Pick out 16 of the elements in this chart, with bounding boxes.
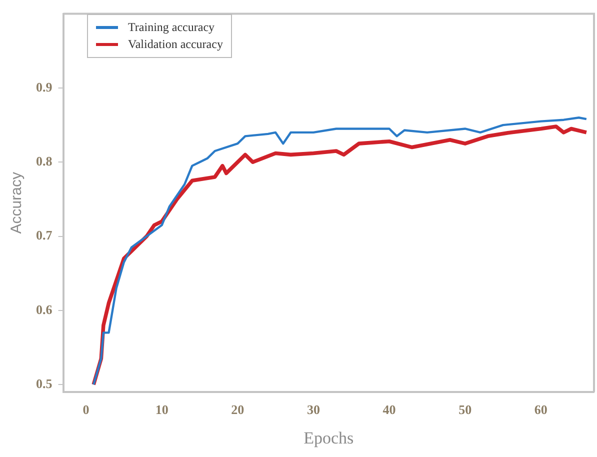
x-axis-title: Epochs xyxy=(304,428,354,448)
y-axis-title: Accuracy xyxy=(8,172,26,234)
legend-label: Training accuracy xyxy=(128,20,215,35)
x-tick-label: 40 xyxy=(382,402,396,418)
x-tick-label: 30 xyxy=(306,402,320,418)
y-tick-label: 0.6 xyxy=(36,302,53,317)
y-tick-label: 0.8 xyxy=(36,153,53,168)
y-tick-label: 0.5 xyxy=(36,376,53,391)
x-tick-label: 60 xyxy=(534,402,548,418)
x-tick-label: 20 xyxy=(231,402,244,418)
x-tick-label: 10 xyxy=(155,402,168,418)
x-tick-label: 0 xyxy=(82,402,90,418)
legend-label: Validation accuracy xyxy=(128,37,223,52)
y-tick-label: 0.7 xyxy=(36,228,53,243)
y-tick-label: 0.9 xyxy=(36,79,53,94)
x-tick-label: 50 xyxy=(458,402,472,418)
